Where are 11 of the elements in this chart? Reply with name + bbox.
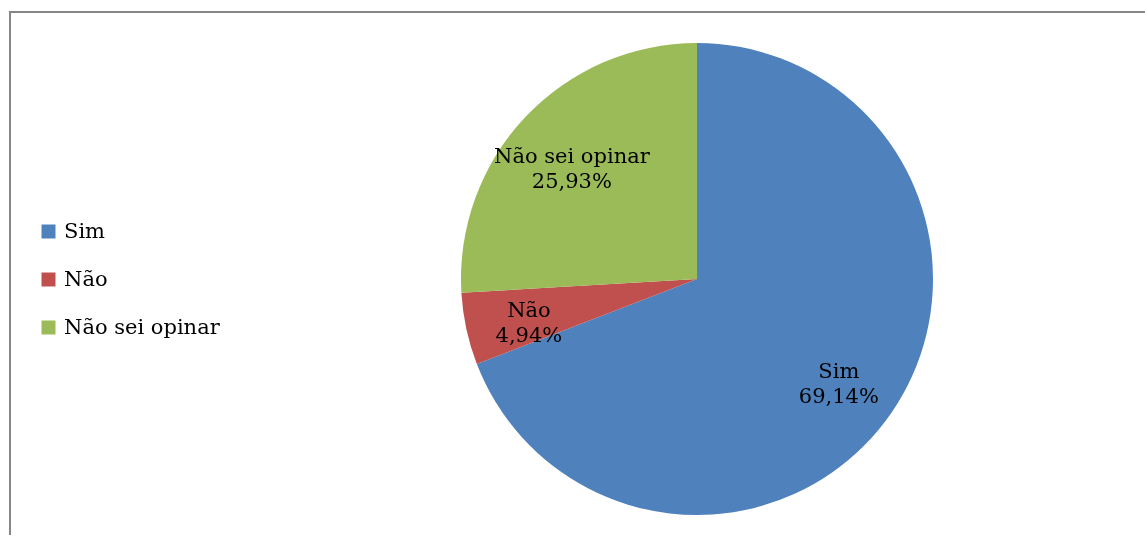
pie-slice xyxy=(476,43,933,515)
legend-label: Não sei opinar xyxy=(64,314,221,339)
legend-label: Sim xyxy=(64,218,106,243)
data-label: 25,93% xyxy=(531,168,612,193)
pie-slice xyxy=(461,279,697,365)
pie-slice xyxy=(461,43,697,293)
legend-label: Não xyxy=(64,266,108,291)
slice-label: Não xyxy=(507,298,551,323)
slice-label: Não sei opinar xyxy=(494,143,651,168)
slice-label: Sim xyxy=(818,359,860,384)
data-label: 69,14% xyxy=(798,384,879,409)
